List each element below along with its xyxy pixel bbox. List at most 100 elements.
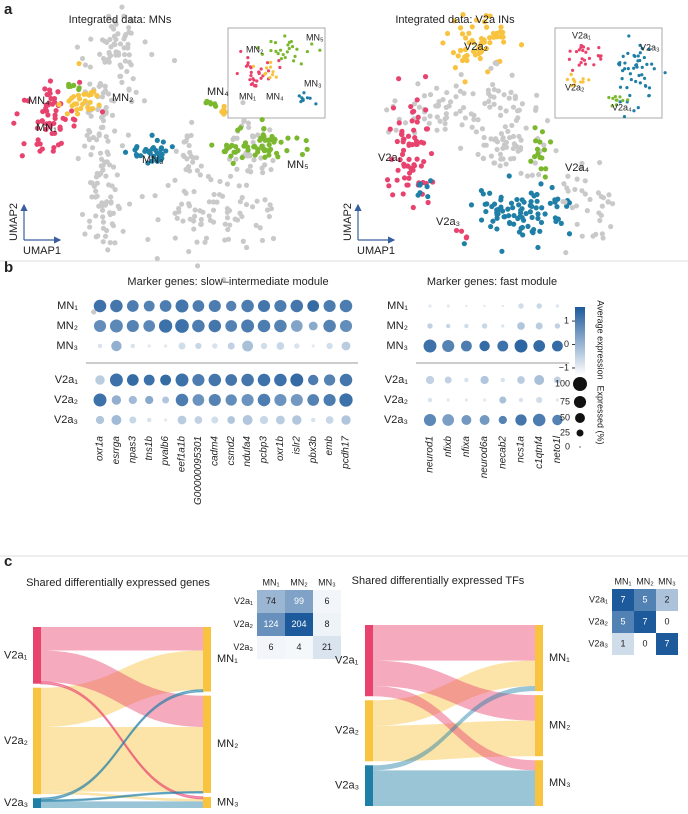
umap-point bbox=[406, 156, 412, 163]
umap-point bbox=[160, 139, 166, 145]
umap-point bbox=[642, 76, 647, 80]
umap-point bbox=[606, 192, 612, 198]
umap-point bbox=[274, 75, 278, 79]
dot bbox=[518, 397, 524, 403]
umap-point bbox=[105, 247, 111, 253]
umap-point bbox=[139, 193, 145, 200]
umap-point bbox=[104, 149, 110, 155]
umap-point bbox=[103, 133, 109, 140]
umap-point bbox=[39, 118, 45, 124]
heatmap-value: 8 bbox=[324, 619, 329, 629]
umap-point bbox=[173, 148, 179, 154]
umap-point bbox=[114, 172, 120, 178]
row-label: MN₂ bbox=[387, 320, 408, 332]
umap-point bbox=[77, 79, 83, 85]
umap-point bbox=[500, 156, 506, 162]
dot bbox=[259, 415, 269, 425]
umap-point bbox=[243, 244, 250, 251]
umap-point bbox=[457, 108, 463, 114]
inset-label: V2a₁ bbox=[572, 30, 591, 40]
umap-point bbox=[209, 142, 215, 148]
umap-point bbox=[401, 175, 408, 181]
sankey-flow bbox=[41, 627, 203, 651]
umap-point bbox=[443, 111, 449, 117]
umap-point bbox=[299, 100, 303, 104]
umap-point bbox=[269, 135, 275, 141]
umap-point bbox=[318, 48, 322, 52]
umap-point bbox=[192, 213, 198, 219]
umap-point bbox=[121, 13, 127, 19]
umap-point bbox=[261, 126, 267, 132]
umap-point bbox=[390, 105, 397, 111]
umap-point bbox=[142, 148, 148, 154]
umap-point bbox=[542, 211, 548, 217]
umap-point bbox=[480, 155, 486, 161]
umap-point bbox=[497, 151, 504, 157]
gene-label: c1qtnf4 bbox=[534, 436, 545, 469]
umap-point bbox=[498, 34, 504, 40]
umap-point bbox=[488, 223, 494, 230]
umap-point bbox=[452, 65, 458, 71]
dot bbox=[227, 416, 236, 424]
umap-point bbox=[488, 93, 494, 99]
sankey-node bbox=[535, 760, 543, 806]
dot bbox=[339, 299, 353, 313]
umap-point bbox=[171, 57, 178, 64]
dot bbox=[501, 304, 505, 308]
dot bbox=[208, 299, 221, 313]
umap-point bbox=[434, 114, 440, 120]
umap-point bbox=[519, 101, 526, 107]
heatmap-value: 74 bbox=[266, 596, 276, 606]
umap-point bbox=[53, 107, 59, 114]
dot bbox=[159, 300, 172, 312]
umap-point bbox=[415, 114, 421, 120]
umap-point bbox=[157, 151, 164, 157]
umap-point bbox=[197, 208, 203, 214]
umap-point bbox=[406, 175, 412, 181]
umap-point bbox=[186, 168, 193, 174]
dot bbox=[532, 413, 546, 427]
umap-point bbox=[469, 24, 475, 30]
dot bbox=[274, 319, 287, 333]
umap-point bbox=[249, 204, 256, 210]
dot bbox=[501, 324, 505, 328]
panel-label: c bbox=[4, 553, 12, 570]
umap-point bbox=[292, 59, 296, 63]
umap-point bbox=[104, 227, 110, 234]
umap-point bbox=[132, 147, 138, 153]
umap-point bbox=[294, 135, 300, 141]
size-key-label: 75 bbox=[560, 396, 570, 406]
umap-point bbox=[565, 173, 571, 179]
umap-point bbox=[51, 120, 57, 127]
umap-point bbox=[506, 213, 512, 219]
umap-point bbox=[102, 202, 109, 208]
dot bbox=[227, 342, 235, 350]
inset-label: MN₂ bbox=[246, 44, 264, 54]
umap-point bbox=[459, 31, 466, 37]
umap-point bbox=[497, 163, 503, 169]
umap-point bbox=[232, 216, 238, 222]
umap-point bbox=[600, 235, 606, 241]
dot bbox=[308, 321, 318, 331]
umap-point bbox=[46, 87, 53, 93]
umap-point bbox=[251, 64, 256, 68]
dot bbox=[226, 300, 237, 312]
umap-point bbox=[527, 209, 533, 215]
umap-point bbox=[638, 51, 642, 55]
umap-point bbox=[626, 67, 630, 71]
umap-point bbox=[256, 46, 260, 50]
umap-point bbox=[396, 76, 402, 82]
sankey-node bbox=[365, 625, 373, 697]
umap-point bbox=[145, 236, 151, 243]
umap-point bbox=[246, 63, 250, 67]
umap-point bbox=[511, 141, 517, 147]
dot bbox=[143, 374, 155, 386]
dot bbox=[323, 299, 336, 313]
umap-point bbox=[406, 170, 413, 176]
umap-point bbox=[154, 157, 160, 163]
umap-point bbox=[457, 88, 463, 94]
dot bbox=[143, 300, 155, 312]
gene-label: pcdh17 bbox=[341, 436, 352, 470]
umap-point bbox=[273, 41, 278, 45]
umap-point bbox=[514, 196, 520, 203]
